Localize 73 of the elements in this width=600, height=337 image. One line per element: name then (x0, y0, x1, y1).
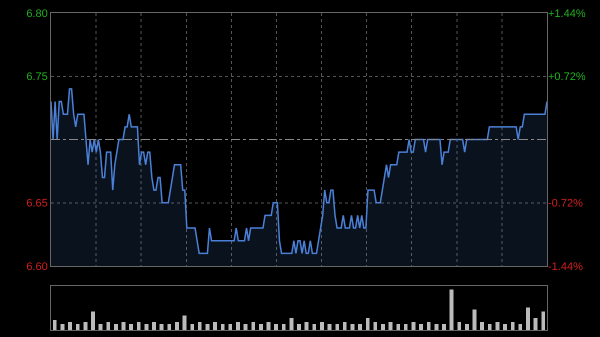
bar (304, 322, 309, 330)
y-tick-label: 6.75 (26, 71, 48, 84)
y2-tick-label: -1.44% (548, 260, 584, 273)
bar (190, 324, 194, 330)
y2-tick-label: +0.72% (548, 71, 586, 84)
y-tick-label: 6.80 (26, 8, 48, 20)
bar (503, 324, 507, 330)
bar (381, 324, 385, 330)
bar (136, 322, 141, 330)
bar (68, 322, 72, 330)
bar (144, 324, 148, 330)
bar (152, 322, 156, 330)
bar (60, 324, 64, 330)
bar (182, 316, 186, 330)
bar (91, 312, 95, 330)
bar (266, 322, 270, 330)
bar (388, 322, 392, 330)
bar (373, 322, 378, 330)
bar (534, 318, 538, 330)
bar (396, 324, 400, 330)
bar (129, 324, 134, 330)
bar (289, 318, 294, 330)
bar (526, 308, 530, 330)
bar (244, 324, 248, 330)
bar (114, 324, 118, 330)
bar (366, 318, 370, 330)
bar (122, 322, 126, 330)
bar (342, 322, 347, 330)
bar (412, 322, 416, 330)
bar (297, 324, 301, 330)
y-tick-label: 6.60 (26, 260, 48, 273)
y2-tick-label: +1.44% (548, 8, 586, 20)
bar (274, 324, 278, 330)
bar (472, 310, 476, 330)
bar (464, 324, 469, 330)
bar (335, 324, 340, 330)
bar (198, 322, 202, 330)
bar (213, 322, 217, 330)
bar (76, 324, 80, 330)
bar (328, 324, 332, 330)
bar (442, 324, 446, 330)
bar (488, 324, 492, 330)
bar (258, 324, 263, 330)
bar (495, 322, 500, 330)
bar (320, 322, 324, 330)
bar (480, 322, 484, 330)
bar (510, 322, 515, 330)
y-tick-label: 6.65 (26, 198, 48, 210)
bar (404, 324, 408, 330)
bar (175, 322, 179, 330)
bar (52, 320, 57, 330)
bar (358, 324, 362, 330)
bar (350, 324, 354, 330)
y2-tick-label: -0.72% (548, 198, 584, 210)
bar (426, 322, 431, 330)
bar (518, 324, 522, 330)
bar (83, 322, 88, 330)
bar (160, 324, 164, 330)
bar (220, 324, 225, 330)
bar (541, 312, 546, 330)
bar (98, 324, 103, 330)
bar (236, 322, 240, 330)
bar (450, 289, 454, 330)
bar (167, 324, 172, 330)
bar (457, 322, 462, 330)
bar (312, 324, 316, 330)
bar (251, 322, 256, 330)
bar (206, 324, 210, 330)
bar (228, 324, 232, 330)
bar (434, 324, 438, 330)
bar (419, 324, 423, 330)
bar (106, 322, 110, 330)
bar (282, 324, 286, 330)
